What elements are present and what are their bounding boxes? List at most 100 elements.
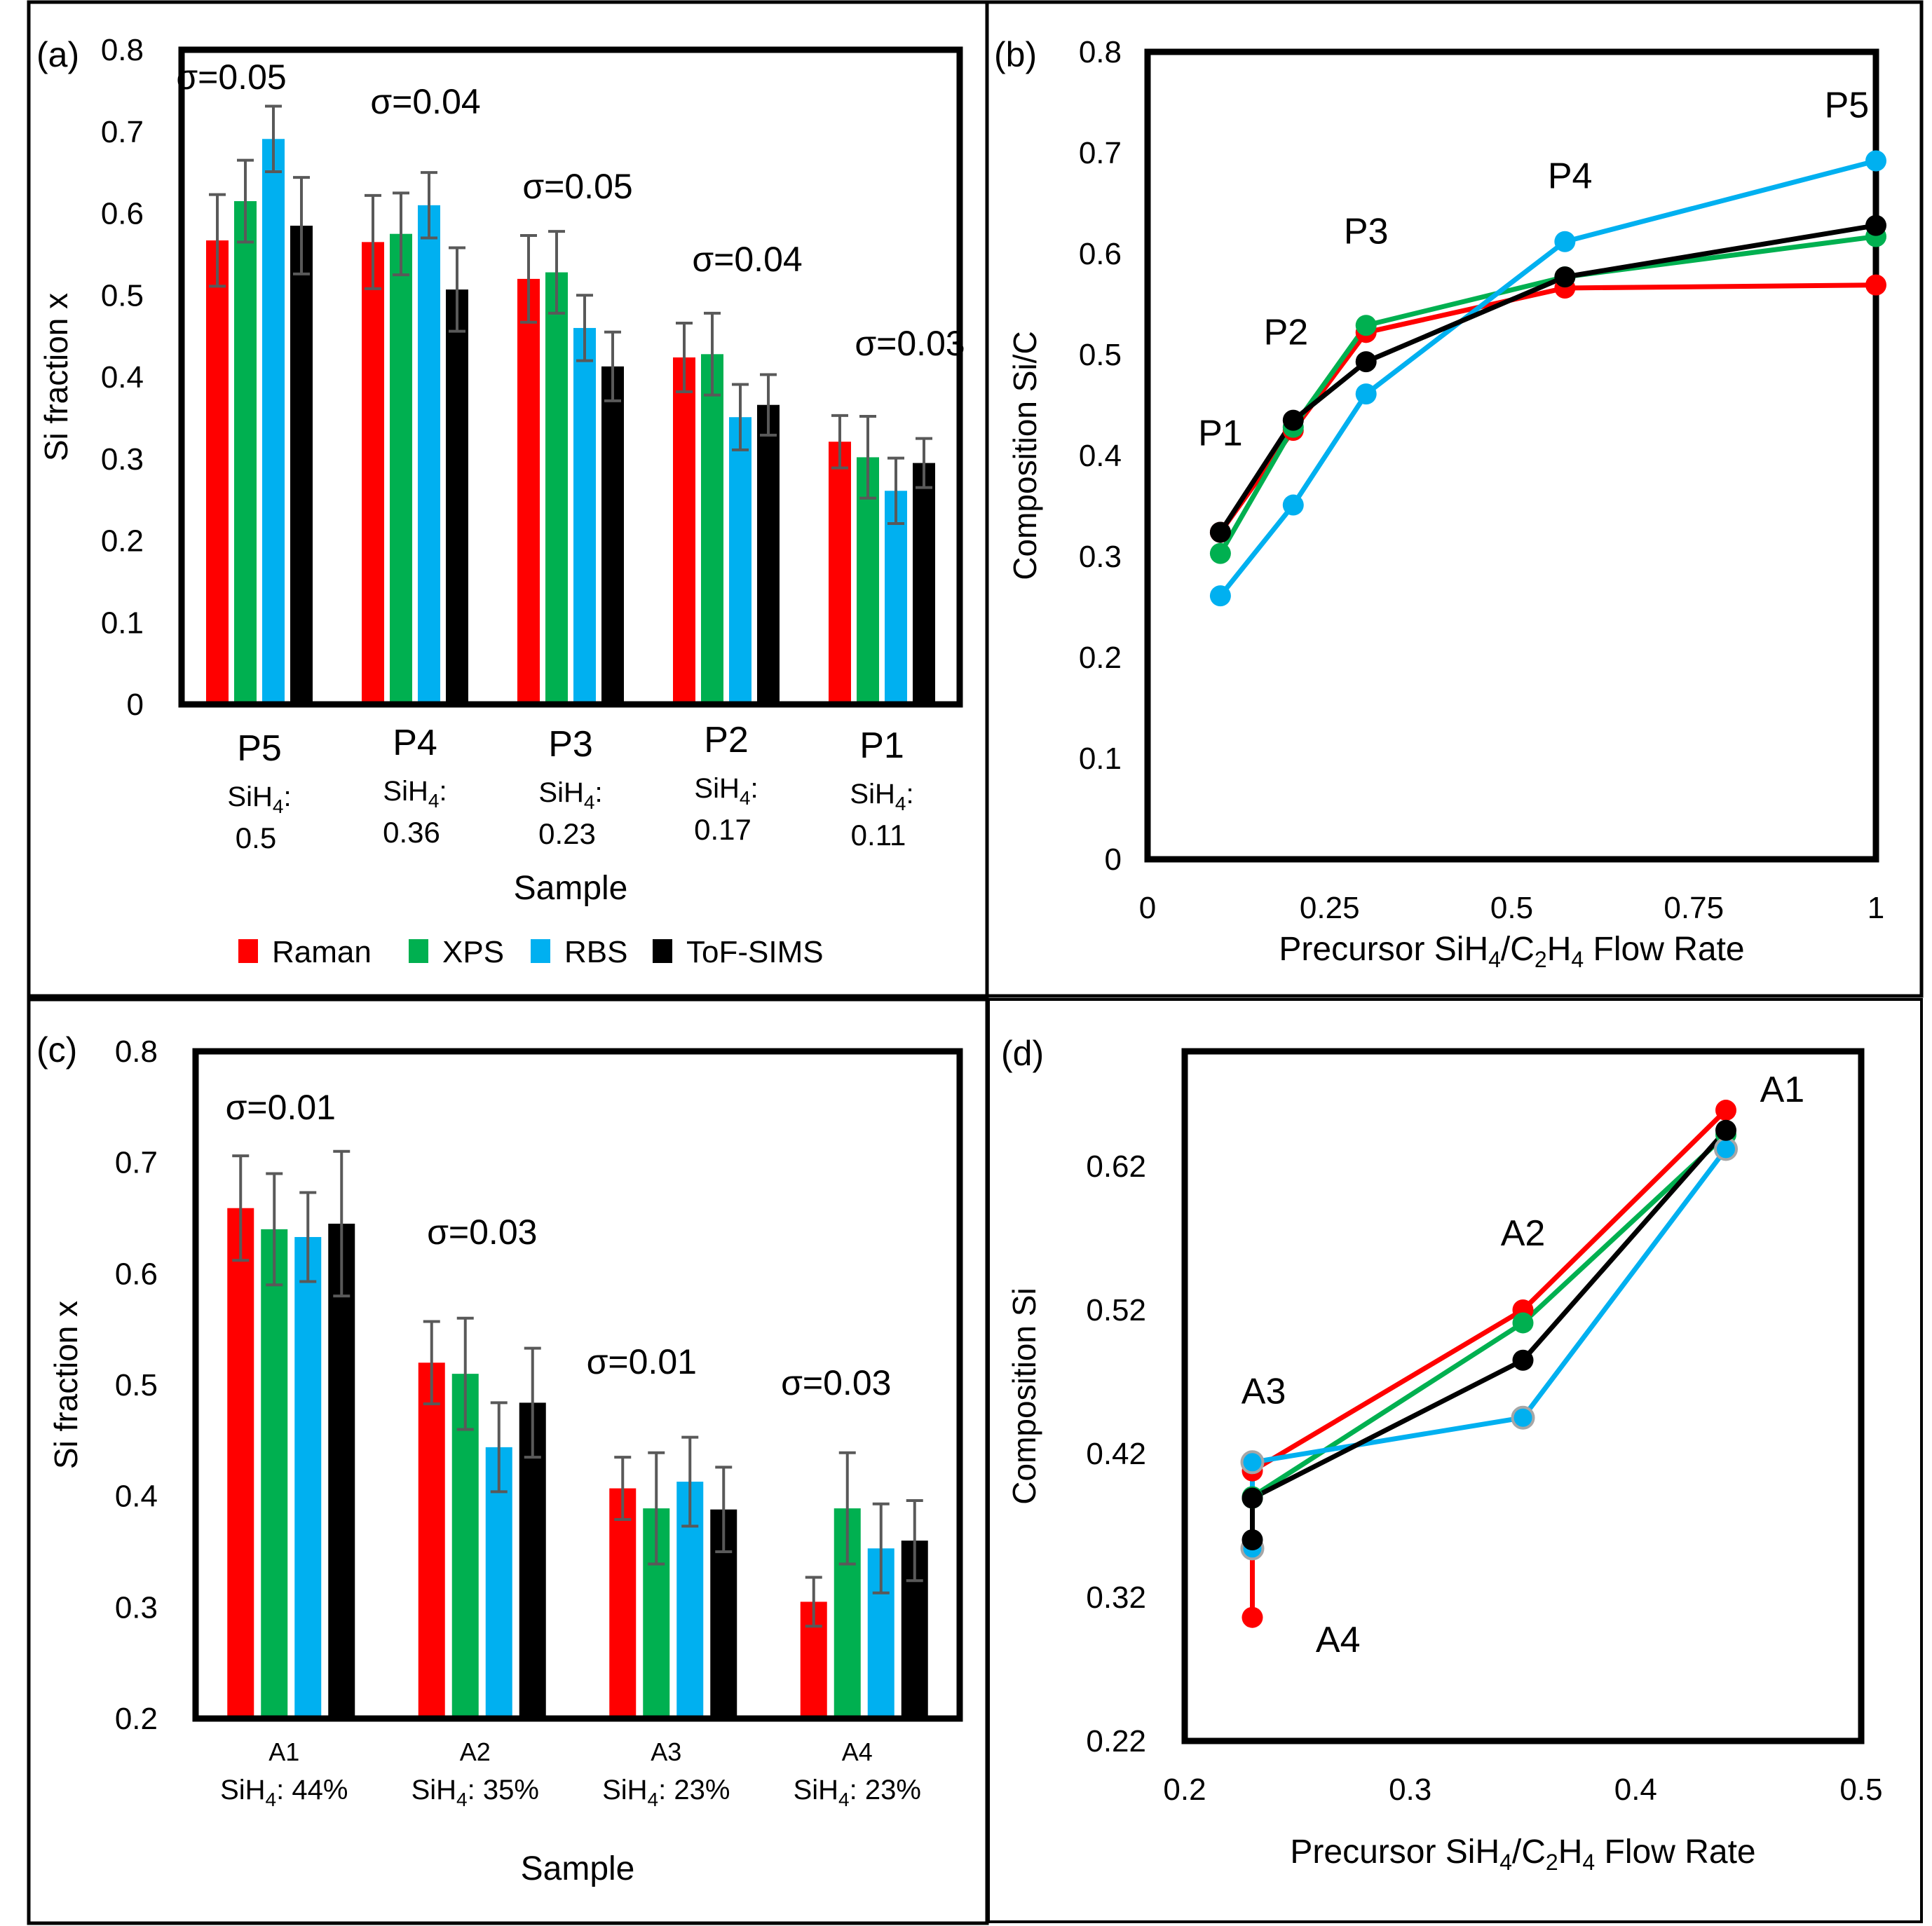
y-tick-label: 0.52 (1086, 1293, 1146, 1327)
y-axis-title: Composition Si/C (1007, 331, 1043, 580)
point-label-p3: P3 (1344, 212, 1389, 252)
sigma-annotation: σ=0.01 (587, 1342, 697, 1381)
data-point-rbs (1282, 494, 1304, 516)
point-label-a3: A3 (1241, 1371, 1286, 1412)
legend-swatch-raman (238, 939, 258, 963)
y-tick-label: 0.42 (1086, 1437, 1146, 1471)
bar-raman-a3 (609, 1488, 637, 1719)
panel-b-border (985, 0, 1924, 998)
y-tick-label: 0.8 (115, 1034, 158, 1069)
bar-rbs-p5 (262, 139, 285, 704)
y-tick-label: 0.8 (101, 33, 144, 67)
bar-xps-p3 (545, 272, 568, 704)
bar-tof-sims-p1 (913, 463, 935, 704)
y-tick-label: 0.62 (1086, 1149, 1146, 1184)
sigma-annotation: σ=0.05 (522, 167, 632, 206)
sigma-annotation: σ=0.03 (427, 1213, 537, 1252)
x-category-label: P2 (704, 720, 749, 760)
y-tick-label: 0.5 (1079, 338, 1122, 372)
x-tick-label: 0.25 (1300, 891, 1360, 925)
x-category-sublabel: SiH4: 44% (220, 1775, 348, 1810)
series-line-tof-sims (1250, 1128, 1728, 1540)
y-tick-label: 0.6 (1079, 237, 1122, 271)
legend-label: Raman (272, 935, 372, 969)
series-line-xps (1250, 1133, 1728, 1499)
legend: Raman XPS RBS ToF-SIMS (238, 935, 824, 969)
panel-label: (b) (994, 35, 1037, 74)
y-tick-label: 0.2 (101, 524, 144, 559)
x-category-sublabel: SiH4: (538, 777, 602, 813)
data-point-rbs (1511, 1405, 1535, 1430)
y-tick-label: 0.2 (1079, 641, 1122, 675)
point-label-p2: P2 (1264, 313, 1309, 353)
data-point-tof-sims (1355, 351, 1377, 373)
x-category-value: 0.23 (538, 817, 596, 850)
legend-swatch-tof-sims (653, 939, 672, 963)
series-line-tof-sims (1218, 223, 1877, 534)
x-category-value: 0.36 (383, 816, 440, 849)
x-axis-title: Precursor SiH4/C2H4 Flow Rate (1279, 931, 1744, 972)
bar-rbs-a1 (294, 1236, 322, 1719)
point-label-p1: P1 (1198, 414, 1243, 454)
panel-label: (d) (1001, 1034, 1044, 1073)
sigma-annotation: σ=0.05 (176, 57, 286, 97)
data-point-tof-sims (1715, 1119, 1736, 1141)
y-tick-label: 0.6 (115, 1257, 158, 1291)
data-point-tof-sims (1241, 1529, 1263, 1550)
point-label-a4: A4 (1316, 1620, 1361, 1660)
bar-rbs-p1 (885, 491, 907, 704)
x-category-label: P4 (393, 723, 437, 763)
bar-raman-p4 (362, 242, 384, 704)
panel-c-bar-chart: (c) 0.2 0.3 0.4 0.5 0.6 0.7 0.8 Si fraction x σ=0… (36, 1030, 963, 1887)
x-tick-label: 0.75 (1664, 891, 1724, 925)
sigma-annotation: σ=0.01 (226, 1088, 336, 1127)
data-point-tof-sims (1865, 214, 1886, 236)
panel-label: (a) (36, 35, 79, 74)
plot-frame (1181, 1048, 1865, 1744)
bar-raman-a1 (227, 1208, 254, 1719)
x-tick-label: 0.4 (1614, 1773, 1657, 1807)
x-tick-label: 0.2 (1163, 1773, 1206, 1807)
bar-rbs-p3 (573, 327, 596, 704)
data-point-xps (1355, 315, 1377, 336)
y-tick-label: 0.4 (115, 1480, 158, 1514)
bar-tof-sims-p3 (601, 366, 624, 704)
bar-rbs-p4 (418, 205, 440, 704)
x-category-label: A4 (842, 1737, 873, 1766)
data-point-tof-sims (1512, 1349, 1534, 1371)
y-tick-label: 0.7 (1079, 136, 1122, 170)
x-category-label: P1 (859, 725, 904, 766)
bar-raman-p2 (673, 357, 695, 704)
data-point-raman (1241, 1606, 1263, 1628)
y-tick-label: 0.8 (1079, 35, 1122, 69)
legend-item-rbs: RBS (531, 935, 627, 969)
y-tick-label: 0.4 (1079, 439, 1122, 473)
point-label-a2: A2 (1501, 1213, 1546, 1254)
x-tick-label: 0.5 (1839, 1773, 1882, 1807)
panel-b-line-chart: (b) 0 0.1 0.2 0.3 0.4 0.5 0.6 0.7 0.8 0 0.25 0.5 0.75… (994, 35, 1886, 972)
panel-d-border (987, 998, 1923, 1923)
x-axis-title: Sample (514, 870, 628, 907)
x-category-value: 0.17 (694, 813, 751, 846)
x-category-value: 0.5 (236, 821, 276, 854)
data-point-xps (1512, 1312, 1534, 1334)
plot-frame (178, 46, 963, 708)
x-category-label: A1 (268, 1737, 299, 1766)
legend-swatch-xps (409, 939, 428, 963)
legend-label: ToF-SIMS (686, 935, 824, 969)
data-point-rbs (1240, 1450, 1265, 1475)
x-category-label: A2 (460, 1737, 491, 1766)
bar-xps-p5 (234, 200, 257, 704)
data-point-tof-sims (1554, 266, 1576, 288)
point-label-a1: A1 (1760, 1070, 1805, 1110)
x-category-sublabel: SiH4: 35% (411, 1775, 539, 1810)
data-point-raman (1865, 274, 1886, 296)
y-tick-label: 0.5 (115, 1368, 158, 1402)
data-point-rbs (1714, 1137, 1738, 1161)
x-category-sublabel: SiH4: 23% (794, 1775, 921, 1810)
bar-raman-p5 (206, 240, 229, 705)
y-tick-label: 0.32 (1086, 1580, 1146, 1615)
legend-item-tof-sims: ToF-SIMS (653, 935, 824, 969)
data-point-raman (1715, 1100, 1736, 1121)
x-axis-title: Sample (521, 1850, 635, 1887)
